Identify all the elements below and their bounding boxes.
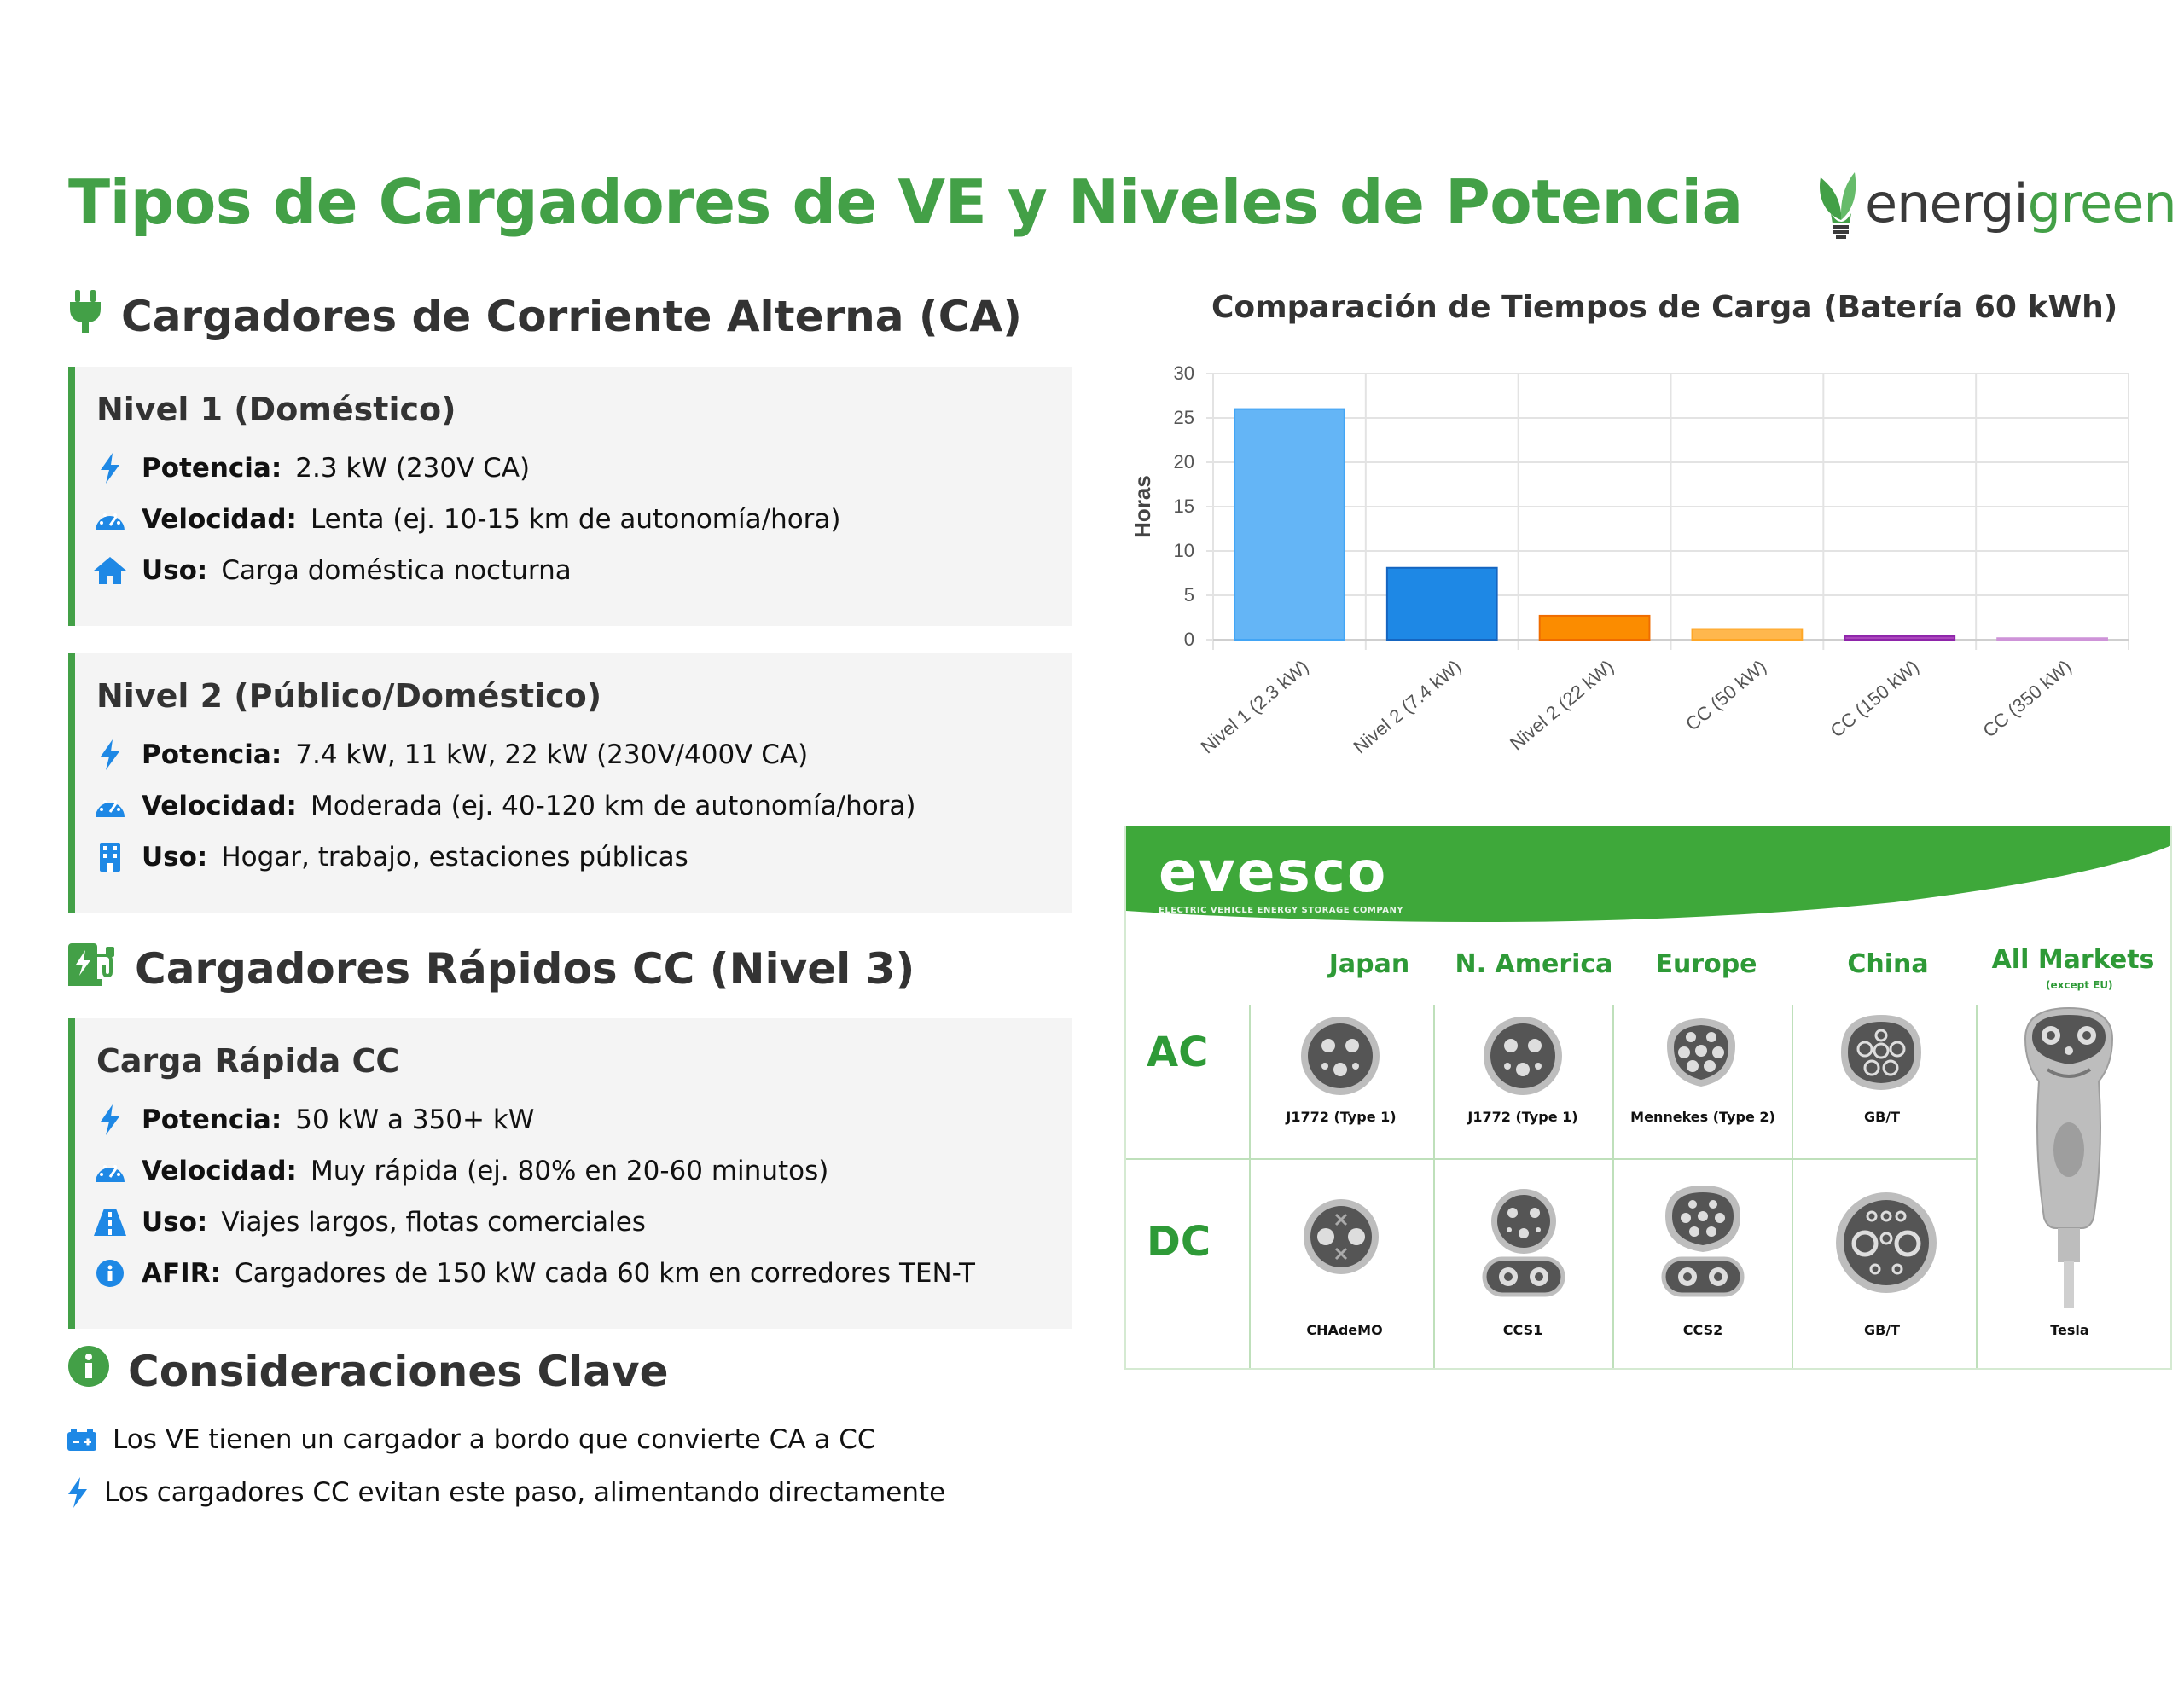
x-tick-label: Nivel 1 (2.3 kW)	[1197, 656, 1313, 758]
gbt-dc-plug-icon	[1836, 1192, 1937, 1293]
home-icon	[94, 554, 126, 587]
bolt-icon	[94, 1104, 126, 1136]
bar	[1538, 614, 1651, 641]
bar	[1996, 637, 2108, 641]
bolt-icon	[94, 739, 126, 771]
plug-label: J1772 (Type 1)	[1286, 1109, 1397, 1125]
info-icon	[94, 1257, 126, 1290]
bar	[1234, 408, 1345, 641]
plug-label: J1772 (Type 1)	[1467, 1109, 1578, 1125]
y-tick-label: 30	[1174, 362, 1194, 384]
level2-card: Nivel 2 (Público/Doméstico) Potencia: 7.4…	[68, 653, 1072, 913]
row-ac: AC	[1147, 1029, 1209, 1076]
x-tick-label: CC (350 kW)	[1978, 656, 2075, 742]
evesco-logo: evesco	[1159, 839, 1388, 905]
key-item: Los cargadores CC evitan este paso, alim…	[67, 1477, 945, 1508]
gbt-ac-plug-icon	[1841, 1015, 1921, 1090]
plug-label: CHAdeMO	[1306, 1322, 1383, 1338]
tesla-plug-icon	[2024, 1006, 2114, 1308]
page-title: Tipos de Cargadores de VE y Niveles de P…	[68, 166, 1743, 238]
evesco-tagline: ELECTRIC VEHICLE ENERGY STORAGE COMPANY	[1159, 906, 1404, 915]
key-item: Los VE tienen un cargador a bordo que co…	[67, 1424, 876, 1455]
logo-text: energigreen	[1865, 172, 2177, 235]
bolt-icon	[94, 452, 126, 484]
plug-label: Tesla	[2050, 1322, 2089, 1338]
charging-station-icon	[68, 942, 116, 996]
evesco-banner	[1126, 826, 2170, 923]
bar	[1844, 635, 1956, 641]
region-japan: Japan	[1328, 949, 1410, 979]
plug-label: CCS2	[1682, 1322, 1723, 1338]
x-tick-label: Nivel 2 (7.4 kW)	[1350, 656, 1466, 758]
chademo-plug-icon	[1304, 1199, 1379, 1274]
afir-row: AFIR: Cargadores de 150 kW cada 60 km en …	[94, 1257, 975, 1290]
gauge-icon	[94, 1155, 126, 1187]
chart-title: Comparación de Tiempos de Carga (Batería…	[1211, 290, 2118, 325]
power-row: Potencia: 2.3 kW (230V CA)	[94, 452, 530, 484]
bar	[1385, 566, 1498, 641]
y-tick-label: 15	[1174, 496, 1194, 517]
connector-types-image: evesco ELECTRIC VEHICLE ENERGY STORAGE C…	[1124, 826, 2172, 1370]
x-tick-label: Nivel 2 (22 kW)	[1506, 656, 1618, 755]
j1772-plug-icon	[1301, 1017, 1380, 1095]
info-circle-icon	[68, 1346, 109, 1397]
j1772-plug-icon	[1484, 1017, 1562, 1095]
energigreen-logo: energigreen	[1815, 171, 2177, 247]
plug-label: Mennekes (Type 2)	[1630, 1109, 1775, 1125]
key-considerations-heading: Consideraciones Clave	[68, 1346, 669, 1397]
dc-fast-card: Carga Rápida CC Potencia: 50 kW a 350+ kW…	[68, 1018, 1072, 1329]
region-china: China	[1847, 949, 1929, 979]
plug-label: GB/T	[1863, 1322, 1901, 1338]
use-row: Uso: Hogar, trabajo, estaciones públicas	[94, 841, 688, 873]
y-axis-label: Horas	[1130, 475, 1155, 538]
y-tick-label: 20	[1174, 451, 1194, 472]
leaf-bulb-icon	[1820, 172, 1856, 239]
mennekes-plug-icon	[1667, 1018, 1735, 1087]
row-dc: DC	[1147, 1218, 1211, 1266]
x-tick-label: CC (150 kW)	[1827, 656, 1923, 742]
bolt-icon	[67, 1477, 89, 1508]
charging-time-chart: 0 5 10 15 20 25 30 Horas Nivel 1 (2.3 kW) Nivel 2…	[1130, 362, 2129, 758]
region-all-markets: All Markets	[1991, 945, 2155, 975]
road-icon	[94, 1206, 126, 1238]
use-row: Uso: Carga doméstica nocturna	[94, 554, 572, 587]
ac-section-heading: Cargadores de Corriente Alterna (CA)	[68, 290, 1022, 343]
bar	[1691, 628, 1804, 641]
card-title: Nivel 2 (Público/Doméstico)	[96, 677, 602, 715]
level1-card: Nivel 1 (Doméstico) Potencia: 2.3 kW (230…	[68, 367, 1072, 626]
plug-icon	[68, 290, 102, 343]
battery-icon	[67, 1424, 97, 1455]
x-tick-label: CC (50 kW)	[1682, 656, 1770, 735]
region-europe: Europe	[1655, 949, 1757, 979]
y-tick-label: 5	[1184, 584, 1194, 606]
ccs1-plug-icon	[1482, 1189, 1565, 1297]
y-tick-label: 0	[1184, 629, 1194, 650]
building-icon	[94, 841, 126, 873]
use-row: Uso: Viajes largos, flotas comerciales	[94, 1206, 646, 1238]
region-north-america: N. America	[1455, 949, 1613, 979]
speed-row: Velocidad: Muy rápida (ej. 80% en 20-60 m…	[94, 1155, 828, 1187]
speed-row: Velocidad: Moderada (ej. 40-120 km de aut…	[94, 790, 916, 822]
ccs2-plug-icon	[1661, 1186, 1745, 1297]
gauge-icon	[94, 503, 126, 536]
power-row: Potencia: 7.4 kW, 11 kW, 22 kW (230V/400V…	[94, 739, 808, 771]
y-tick-label: 10	[1174, 540, 1194, 561]
all-markets-note: (except EU)	[2046, 979, 2113, 991]
power-row: Potencia: 50 kW a 350+ kW	[94, 1104, 534, 1136]
plug-label: CCS1	[1502, 1322, 1543, 1338]
gauge-icon	[94, 790, 126, 822]
dc-section-heading: Cargadores Rápidos CC (Nivel 3)	[68, 942, 915, 996]
card-title: Carga Rápida CC	[96, 1042, 400, 1080]
speed-row: Velocidad: Lenta (ej. 10-15 km de autonom…	[94, 503, 841, 536]
plug-label: GB/T	[1863, 1109, 1901, 1125]
y-tick-label: 25	[1174, 407, 1194, 428]
card-title: Nivel 1 (Doméstico)	[96, 391, 456, 428]
